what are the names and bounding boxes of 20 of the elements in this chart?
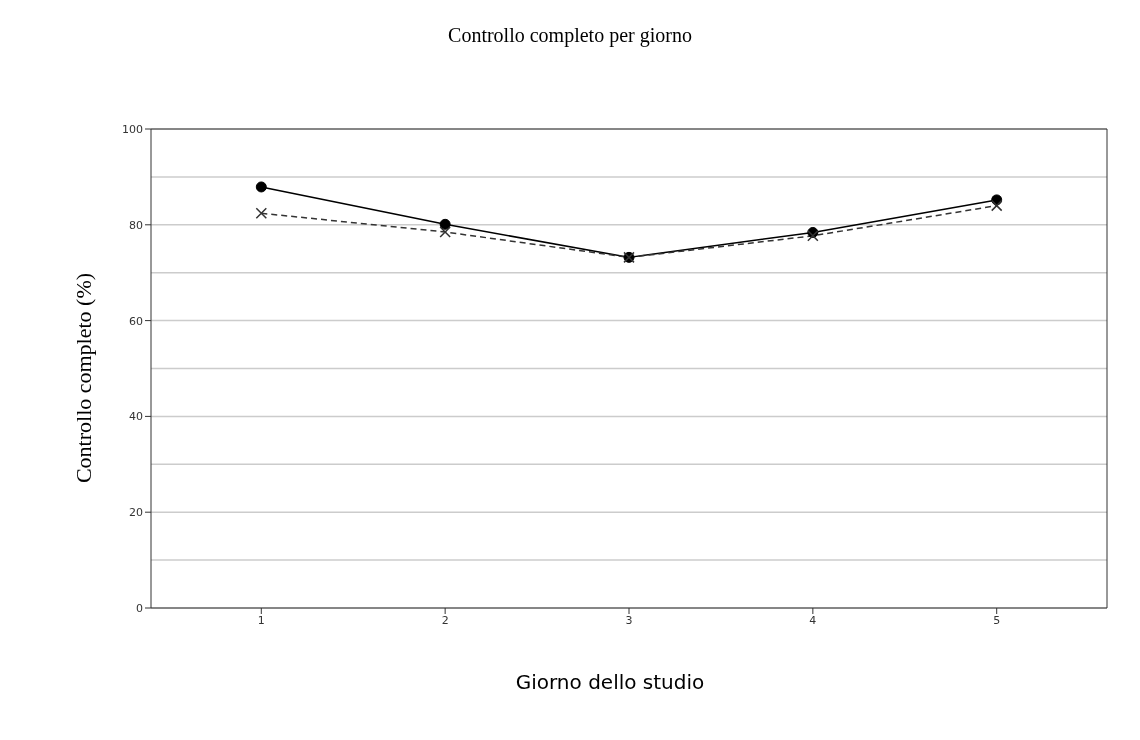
y-tick-label: 0 bbox=[136, 601, 143, 615]
x-tick-label: 4 bbox=[809, 613, 817, 627]
point bbox=[439, 226, 451, 238]
y-axis-title: Controllo completo (%) bbox=[71, 272, 97, 484]
chart-title: Controllo completo per giorno bbox=[447, 24, 693, 47]
y-tick-label: 20 bbox=[129, 506, 143, 520]
x-tick-label: 2 bbox=[441, 613, 449, 627]
point bbox=[255, 207, 268, 220]
point bbox=[255, 181, 267, 193]
y-tick-label: 100 bbox=[122, 122, 143, 136]
point bbox=[990, 199, 1003, 212]
y-tick-label: 80 bbox=[129, 218, 143, 232]
point bbox=[807, 230, 819, 242]
x-axis-title: Giorno dello studio bbox=[514, 670, 706, 694]
x-tick-label: 5 bbox=[993, 613, 1001, 627]
x-tick-label: 1 bbox=[257, 613, 265, 627]
point bbox=[439, 218, 451, 230]
y-tick-label: 40 bbox=[129, 410, 143, 424]
x-tick-label: 3 bbox=[625, 613, 633, 627]
y-tick-label: 60 bbox=[129, 314, 143, 328]
